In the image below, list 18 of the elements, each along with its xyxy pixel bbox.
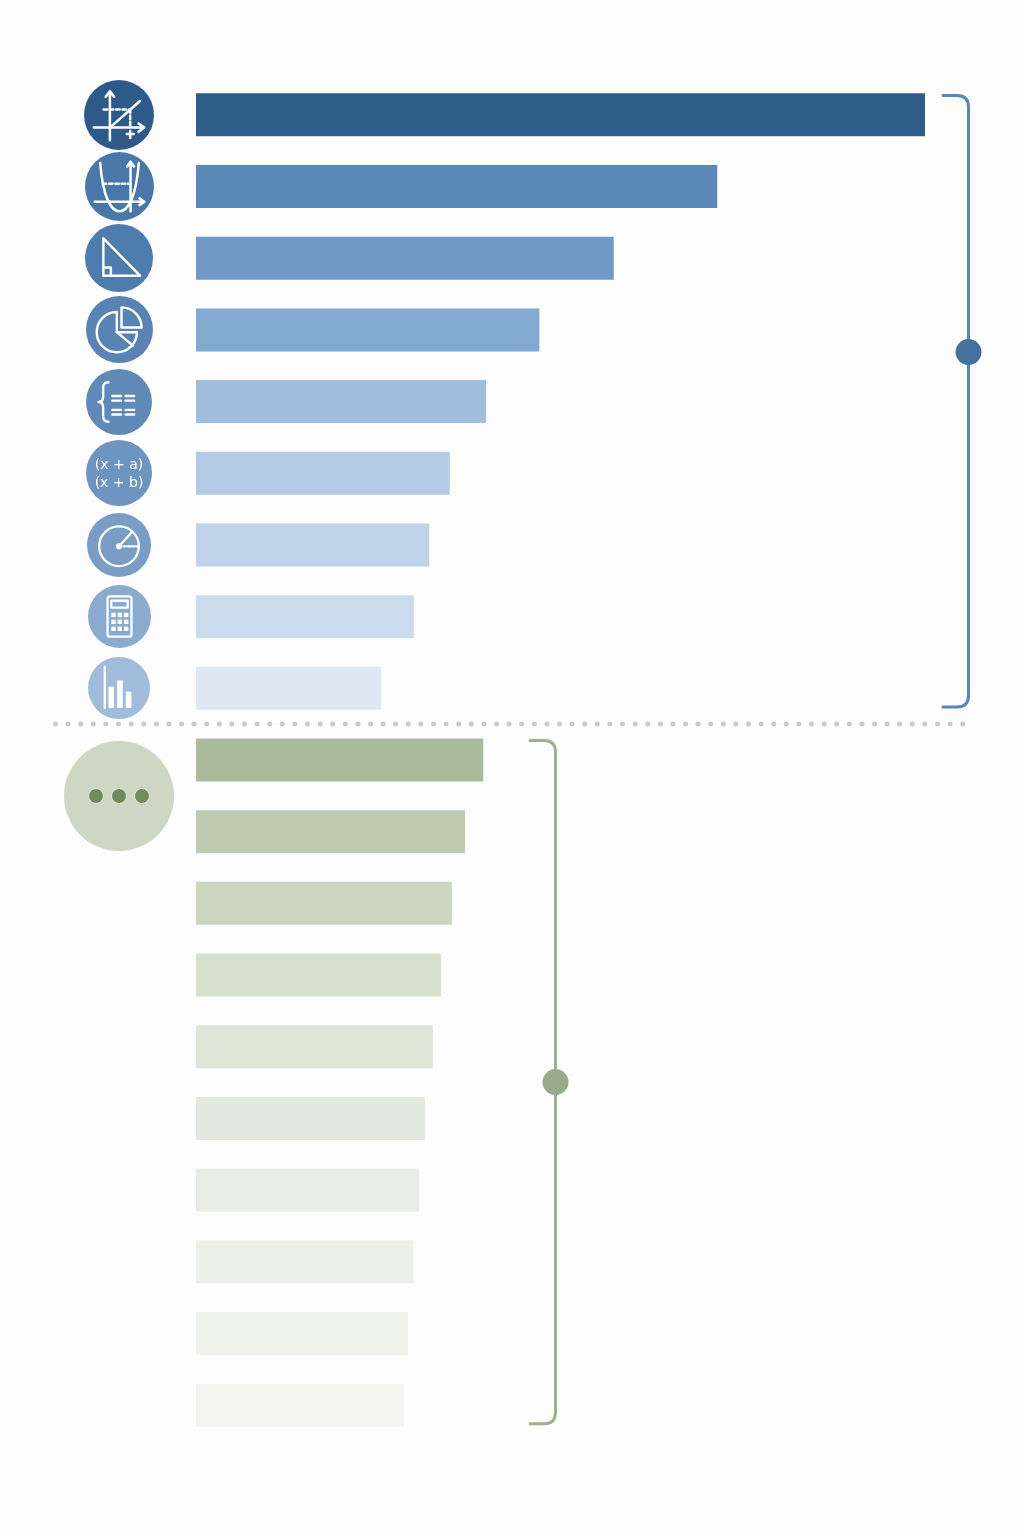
- bar: [196, 93, 925, 137]
- bar: [196, 738, 484, 782]
- bar: [196, 236, 614, 280]
- bar: [196, 165, 718, 209]
- bar: [196, 380, 487, 424]
- bar: [196, 666, 382, 710]
- bar: [196, 1168, 420, 1212]
- text: (x + b): [94, 474, 144, 491]
- bar: [196, 308, 540, 352]
- bar: [196, 451, 450, 495]
- bar: [196, 1096, 425, 1140]
- bar: [196, 810, 465, 854]
- bar: [196, 1025, 433, 1069]
- bar: [196, 595, 414, 639]
- text: (x + a): [94, 456, 144, 473]
- bar: [196, 953, 441, 997]
- bar: [196, 523, 430, 567]
- bar: [196, 881, 452, 925]
